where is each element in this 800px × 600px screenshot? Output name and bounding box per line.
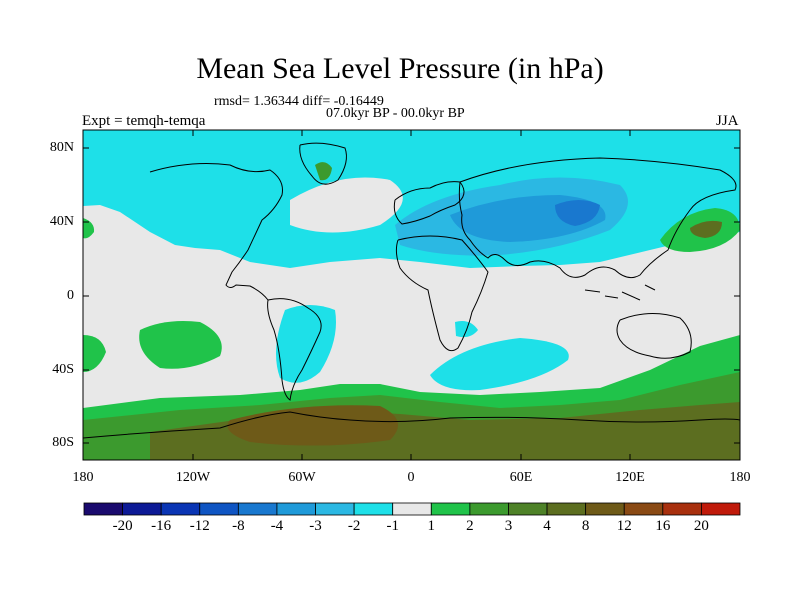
colorbar-label: -20 — [112, 518, 133, 534]
coast-greenland — [299, 142, 347, 185]
lat-label-equator: 0 — [67, 288, 74, 303]
lat-label-40n: 40N — [49, 214, 74, 229]
map-title: Mean Sea Level Pressure (in hPa) — [196, 52, 604, 85]
colorbar-swatch — [392, 502, 432, 516]
time-period: 07.0kyr BP - 00.0kyr BP — [326, 106, 465, 121]
colorbar-label: -1 — [386, 518, 399, 534]
colorbar-swatch — [430, 502, 471, 516]
colorbar-label: 20 — [693, 518, 709, 534]
colorbar-label: -3 — [309, 518, 322, 534]
coast-europe — [393, 181, 465, 225]
colorbar-swatch — [469, 502, 509, 516]
lon-label-60w: 60W — [288, 470, 316, 485]
lon-label-0: 0 — [407, 470, 415, 485]
lon-label-120w: 120W — [175, 470, 211, 485]
positive-anomaly-south-pacific — [139, 321, 222, 369]
coast-north-america — [149, 163, 283, 301]
atlantic-neutral-gap — [290, 177, 403, 233]
colorbar-swatch — [662, 502, 702, 516]
colorbar-label: -12 — [189, 518, 210, 534]
coast-asia — [458, 157, 737, 279]
colorbar-label: 16 — [655, 518, 671, 534]
colorbar-label: 1 — [427, 518, 436, 534]
lat-label-80n: 80N — [49, 140, 74, 155]
colorbar-label: 4 — [543, 518, 551, 534]
colorbar-swatch — [276, 502, 316, 516]
lon-label-120e: 120E — [615, 470, 645, 485]
colorbar-swatch — [353, 502, 394, 516]
coast-south-america — [267, 298, 322, 401]
colorbar-swatch — [585, 502, 625, 516]
lon-label-180w: 180 — [72, 470, 94, 485]
positive-anomaly-southwest-edge — [83, 335, 106, 372]
lon-label-60e: 60E — [509, 470, 533, 485]
colorbar-swatch — [546, 502, 587, 516]
colorbar-label: 8 — [581, 518, 590, 534]
colorbar-swatch — [160, 502, 201, 516]
colorbar-label: -2 — [347, 518, 361, 534]
colorbar-swatch — [122, 502, 162, 516]
lat-label-40s: 40S — [52, 362, 74, 377]
colorbar-swatch — [83, 502, 123, 516]
coast-africa — [395, 235, 489, 352]
colorbar-label: 3 — [504, 518, 513, 534]
colorbar-label: 2 — [466, 518, 474, 534]
positive-anomaly-northwest-pacific-core — [690, 220, 722, 238]
greenland-positive — [315, 162, 332, 181]
colorbar-swatch — [623, 502, 664, 516]
negative-anomaly-core — [555, 200, 600, 226]
tick-marks — [83, 130, 740, 460]
coast-antarctica — [83, 411, 740, 439]
colorbar-swatch — [701, 502, 741, 516]
lon-label-180e: 180 — [729, 470, 751, 485]
lat-label-80s: 80S — [52, 435, 74, 450]
colorbar-swatch — [315, 502, 355, 516]
coastlines — [83, 142, 740, 439]
experiment-label: Expt = temqh-temqa — [82, 113, 206, 129]
colorbar-label: 12 — [616, 518, 632, 534]
coast-australia — [616, 313, 692, 359]
negative-anomaly-indian-ocean — [430, 338, 569, 391]
coast-indonesia — [584, 284, 656, 301]
season-label: JJA — [716, 113, 739, 129]
colorbar-label: -16 — [151, 518, 172, 534]
positive-anomaly-west-edge — [83, 218, 95, 239]
rmsd-diff-stats: rmsd= 1.36344 diff= -0.16449 — [214, 94, 384, 109]
colorbar-swatch — [199, 502, 239, 516]
colorbar-label: -4 — [270, 518, 284, 534]
colorbar-swatch — [237, 502, 278, 516]
colorbar-swatch — [508, 502, 548, 516]
colorbar-label: -8 — [232, 518, 245, 534]
